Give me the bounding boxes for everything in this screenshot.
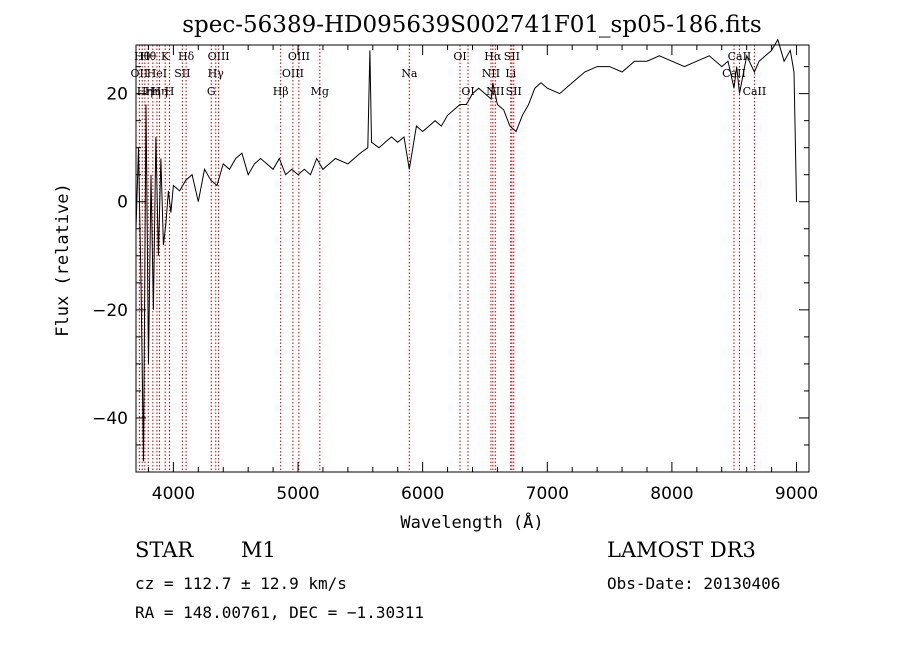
line-marker-label: SII [504,50,520,63]
line-marker-label: OIII [288,50,310,63]
object-subclass: M1 [241,538,276,562]
y-tick-label: 20 [106,85,128,105]
line-marker-label: OI [453,50,466,63]
line-marker-label: OIII [208,50,230,63]
y-tick-label: −20 [92,301,128,321]
x-tick-label: 8000 [650,484,693,504]
line-marker-label: Li [505,67,516,80]
line-marker-label: K [161,50,170,63]
emission-line-labels: OII Hθ Hη Hθ Hη HeI Hη K H SII Hδ G Hγ OIII Hβ OIII OIII… [131,50,767,98]
survey-name: LAMOST DR3 [607,538,756,562]
y-tick-label: 0 [117,193,128,213]
plot-frame [135,44,810,473]
line-marker-label: Mg [311,85,329,98]
object-class: STAR [135,538,194,562]
coordinates: RA = 148.00761, DEC = −1.30311 [135,603,424,622]
line-marker-label: NII [486,85,504,98]
emission-line-markers [138,45,755,472]
line-marker-label: G [207,85,216,98]
x-tick-label: 5000 [276,484,319,504]
line-marker-label: SII [174,67,190,80]
line-marker-label: OI [461,85,474,98]
line-marker-label: OII [131,67,149,80]
chart-title: spec-56389-HD095639S002741F01_sp05-186.f… [182,12,761,38]
observation-date: Obs-Date: 20130406 [607,574,781,593]
line-marker-label: Hα [484,50,502,63]
line-marker-label: Hθ [140,50,157,63]
line-marker-label: H [165,85,175,98]
line-marker-label: CaII [728,50,752,63]
line-marker-label: HeI [147,67,167,80]
line-marker-label: Hη [145,85,161,98]
line-marker-label: Na [401,67,418,80]
line-marker-label: CaII [743,85,767,98]
y-axis-label: Flux (relative) [53,183,73,337]
x-tick-label: 9000 [775,484,818,504]
y-tick-label: −40 [92,409,128,429]
line-marker-label: Hδ [178,50,195,63]
redshift-cz: cz = 112.7 ± 12.9 km/s [135,574,347,593]
x-tick-label: 4000 [152,484,195,504]
x-axis-ticks: 4000 5000 6000 7000 8000 9000 [147,45,818,504]
line-marker-label: Hθ [134,50,151,63]
line-marker-label: Hγ [208,67,225,80]
x-axis-label: Wavelength (Å) [400,511,543,533]
x-tick-label: 6000 [401,484,444,504]
line-marker-label: OIII [282,67,304,80]
line-marker-label: CaII [722,67,746,80]
x-tick-label: 7000 [526,484,569,504]
line-marker-label: NII [482,67,500,80]
line-marker-label: Hη [151,85,167,98]
spectrum-line [135,38,797,462]
line-marker-label: Hβ [273,85,289,98]
line-marker-label: SII [506,85,522,98]
y-axis-ticks: −40 −20 0 20 [92,66,809,446]
line-marker-label: Hη [137,85,153,98]
